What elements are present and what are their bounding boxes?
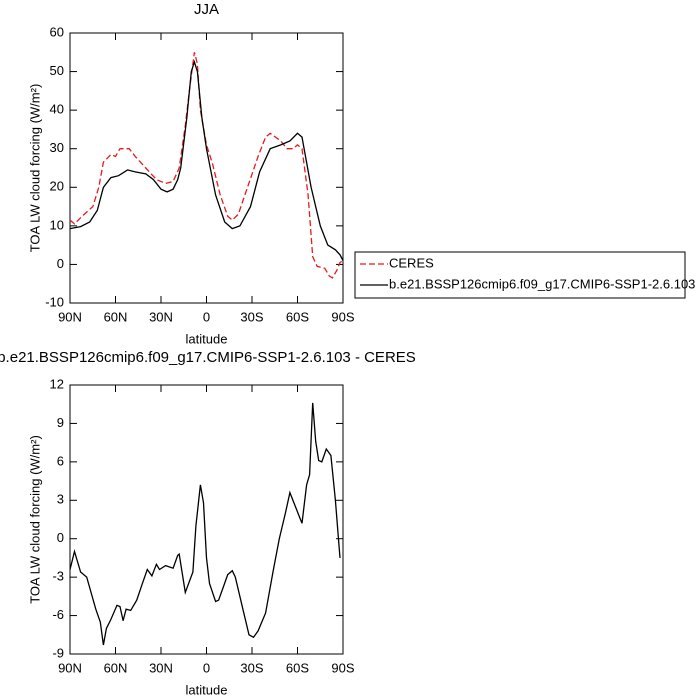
legend-label: CERES [389,255,434,270]
y-tick-label: 10 [50,217,64,232]
y-tick-label: 9 [57,415,64,430]
x-tick-label: 0 [203,660,210,675]
y-tick-label: -9 [52,645,64,660]
x-axis-label: latitude [186,331,228,346]
x-tick-label: 60S [286,309,309,324]
y-tick-label: -6 [52,607,64,622]
data-line [69,52,344,279]
x-tick-label: 0 [203,309,210,324]
x-tick-label: 60S [286,660,309,675]
y-tick-label: 40 [50,102,64,117]
y-axis-label: TOA LW cloud forcing (W/m²) [27,84,42,253]
data-line [69,59,344,261]
x-tick-label: 30S [240,309,263,324]
y-tick-label: -3 [52,569,64,584]
y-tick-label: 12 [50,376,64,391]
y-axis-label: TOA LW cloud forcing (W/m²) [27,435,42,604]
y-tick-label: 6 [57,453,64,468]
chart-title: JJA [194,1,219,18]
x-tick-label: 90S [331,309,354,324]
y-tick-label: -10 [45,294,64,309]
plot-frame [69,32,344,304]
x-tick-label: 30N [149,660,173,675]
y-tick-label: 30 [50,140,64,155]
data-line [69,402,341,646]
y-tick-label: 60 [50,24,64,39]
x-tick-label: 60N [104,309,128,324]
plot-frame [69,384,344,655]
legend-label: b.e21.BSSP126cmip6.f09_g17.CMIP6-SSP1-2.… [389,276,695,291]
y-tick-label: 0 [57,256,64,271]
y-tick-label: 0 [57,530,64,545]
y-tick-label: 50 [50,63,64,78]
x-tick-label: 90N [58,660,82,675]
x-tick-label: 90S [331,660,354,675]
x-tick-label: 30S [240,660,263,675]
x-tick-label: 60N [104,660,128,675]
chart-title: b.e21.BSSP126cmip6.f09_g17.CMIP6-SSP1-2.… [0,349,416,366]
x-tick-label: 90N [58,309,82,324]
y-tick-label: 20 [50,179,64,194]
x-axis-label: latitude [186,682,228,697]
legend-box [354,251,686,299]
y-tick-label: 3 [57,492,64,507]
x-tick-label: 30N [149,309,173,324]
